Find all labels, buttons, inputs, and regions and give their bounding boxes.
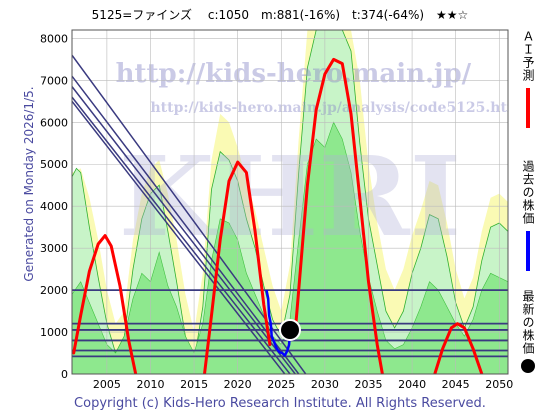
chart-title: 5125=ファインズ c:1050 m:881(-16%) t:374(-64%… bbox=[91, 8, 469, 22]
y-tick-label: 2000 bbox=[40, 284, 68, 297]
ai-forecast-line bbox=[72, 234, 138, 374]
legend-latest-label: 最新の株価 bbox=[521, 290, 535, 355]
y-tick-label: 1000 bbox=[40, 326, 68, 339]
trend-line bbox=[72, 96, 291, 374]
legend-ai-swatch bbox=[526, 88, 530, 128]
trend-line bbox=[72, 75, 300, 374]
trend-line bbox=[72, 100, 286, 374]
ai-forecast-line bbox=[433, 322, 484, 374]
plot-frame bbox=[71, 29, 509, 375]
y-tick-label: 6000 bbox=[40, 116, 68, 129]
x-tick-label: 2015 bbox=[180, 378, 208, 391]
y-tick-label: 5000 bbox=[40, 158, 68, 171]
y-tick-label: 4000 bbox=[40, 200, 68, 213]
x-tick-label: 2040 bbox=[398, 378, 426, 391]
x-tick-label: 2010 bbox=[136, 378, 164, 391]
y-tick-label: 0 bbox=[61, 368, 68, 381]
generated-date-label: Generated on Monday 2026/1/5. bbox=[22, 86, 36, 282]
legend-latest: 最新の株価 bbox=[518, 290, 538, 373]
legend-past-swatch bbox=[526, 231, 530, 271]
trend-line bbox=[72, 86, 296, 374]
legend-past-label: 過去の株価 bbox=[521, 160, 535, 225]
past-price-line bbox=[265, 289, 292, 357]
x-tick-label: 2005 bbox=[93, 378, 121, 391]
y-tick-label: 3000 bbox=[40, 242, 68, 255]
price-range-band bbox=[72, 30, 508, 374]
x-tick-label: 2050 bbox=[485, 378, 513, 391]
legend-latest-swatch bbox=[521, 359, 535, 373]
x-tick-label: 2035 bbox=[354, 378, 382, 391]
watermark-url-page: http://kids-hero.main.jp/analysis/code51… bbox=[150, 100, 527, 116]
legend-ai: ＡＩ予測 bbox=[518, 30, 538, 128]
ai-forecast-line bbox=[293, 57, 384, 374]
x-tick-label: 2025 bbox=[267, 378, 295, 391]
y-tick-label: 8000 bbox=[40, 32, 68, 45]
legend-past: 過去の株価 bbox=[518, 160, 538, 271]
watermark-url: http://kids-hero.main.jp/ bbox=[116, 59, 472, 89]
x-tick-label: 2030 bbox=[311, 378, 339, 391]
x-tick-label: 2045 bbox=[442, 378, 470, 391]
y-tick-label: 7000 bbox=[40, 74, 68, 87]
copyright: Copyright (c) Kids-Hero Research Institu… bbox=[74, 396, 486, 411]
latest-price-marker bbox=[279, 318, 301, 341]
ai-forecast-line bbox=[203, 160, 272, 374]
x-tick-label: 2020 bbox=[224, 378, 252, 391]
legend-ai-label: ＡＩ予測 bbox=[521, 30, 535, 82]
watermark-logo: KHRI bbox=[119, 132, 461, 261]
